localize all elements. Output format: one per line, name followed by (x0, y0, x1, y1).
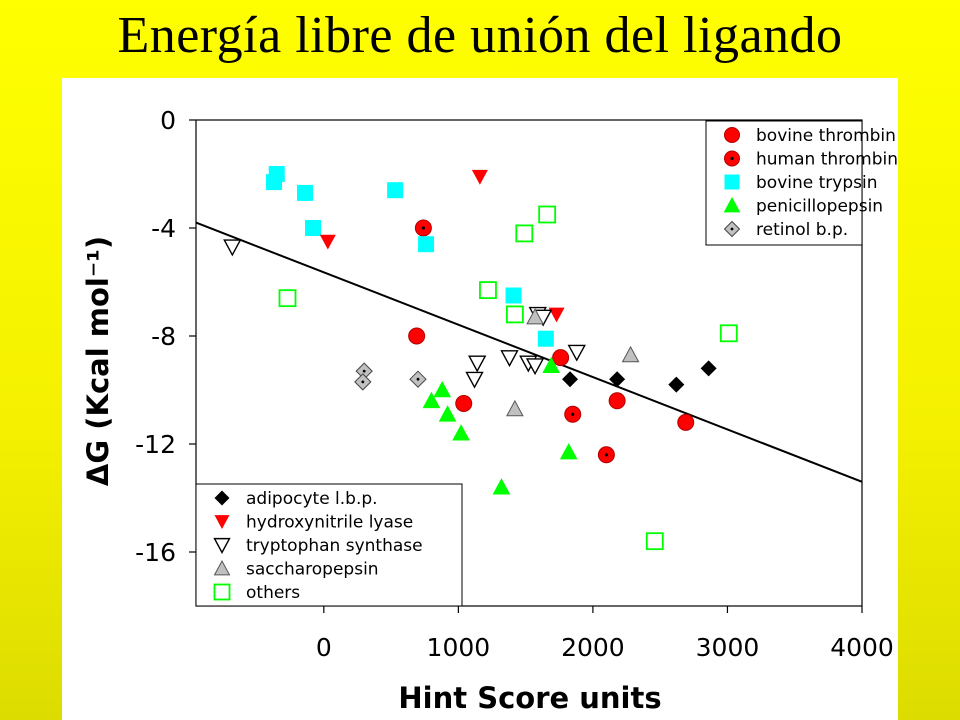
point-tryptophan-synthase (223, 239, 242, 257)
point-saccharopepsin (621, 345, 640, 363)
point-tryptophan-synthase (500, 350, 519, 368)
point-bovine-thrombin (608, 392, 626, 410)
point-tryptophan-synthase (567, 344, 586, 362)
y-tick-label: -16 (135, 538, 176, 567)
point-human-thrombin (564, 405, 582, 423)
point-retinol-b-p- (409, 370, 427, 388)
y-tick-label: -4 (151, 214, 176, 243)
point-adipocyte-l-b-p- (562, 371, 579, 388)
point-hydroxynitrile-lyase (471, 169, 488, 185)
point-human-thrombin (597, 446, 615, 464)
point-others (505, 305, 524, 324)
legend-marker (213, 583, 231, 601)
point-human-thrombin (414, 219, 432, 237)
point-penicillopepsin (542, 356, 561, 373)
scatter-chart: bovine thrombin human thrombin bovine tryp… (81, 106, 898, 715)
marker-dot (730, 156, 734, 161)
point-bovine-trypsin (537, 330, 554, 347)
point-penicillopepsin (492, 478, 511, 495)
legend-marker (724, 127, 740, 143)
marker-dot (421, 226, 425, 230)
x-tick-label: 0 (316, 633, 332, 662)
fit-line (195, 221, 863, 483)
point-penicillopepsin (559, 443, 578, 460)
legend-label: retinol b.p. (756, 220, 848, 240)
legend-marker (724, 174, 740, 190)
point-tryptophan-synthase (525, 358, 545, 376)
legend-label: adipocyte l.b.p. (246, 489, 378, 509)
legend-marker (723, 196, 741, 213)
point-penicillopepsin (433, 380, 452, 398)
slide-title: Energía libre de unión del ligando (117, 7, 843, 64)
legend-top-right: bovine thrombin human thrombin bovine tryp… (705, 120, 898, 246)
legend-frame (195, 483, 463, 607)
point-adipocyte-l-b-p- (668, 376, 685, 393)
marker-dot (362, 369, 366, 373)
legend-label: penicillopepsin (756, 197, 883, 217)
point-bovine-trypsin (505, 287, 522, 304)
legend-marker (214, 490, 230, 506)
legend-bottom-left: adipocyte l.b.p. hydroxynitrile lyase tryp… (195, 483, 463, 607)
point-adipocyte-l-b-p- (609, 371, 626, 388)
point-bovine-thrombin (677, 413, 695, 431)
legend-marker (724, 150, 740, 167)
marker-dot (361, 380, 365, 384)
point-penicillopepsin (438, 405, 457, 422)
legend-label: human thrombin (756, 150, 898, 170)
point-bovine-trypsin (387, 182, 404, 199)
point-saccharopepsin (526, 308, 544, 325)
y-tick-label: -8 (151, 322, 176, 351)
legend-label: bovine trypsin (756, 173, 877, 193)
point-bovine-trypsin (296, 184, 313, 201)
point-penicillopepsin (452, 424, 470, 441)
legend-marker (213, 537, 231, 554)
y-tick-label: 0 (160, 106, 176, 135)
point-others (719, 324, 738, 343)
point-bovine-thrombin (455, 395, 473, 412)
legend-marker (213, 559, 231, 576)
legend-label: tryptophan synthase (246, 536, 423, 556)
marker-dot (416, 377, 420, 381)
x-tick-label: 2000 (561, 633, 625, 662)
point-hydroxynitrile-lyase (319, 234, 336, 250)
point-tryptophan-synthase (465, 371, 484, 389)
point-saccharopepsin (506, 399, 524, 417)
x-tick-label: 4000 (830, 633, 894, 662)
x-axis-title: Hint Score units (398, 681, 661, 715)
legend-marker (214, 515, 230, 529)
point-hydroxynitrile-lyase (548, 307, 565, 323)
legend-label: saccharopepsin (246, 560, 379, 580)
point-bovine-trypsin (418, 236, 435, 253)
y-tick-label: -12 (135, 430, 176, 459)
point-retinol-b-p- (354, 373, 372, 391)
x-tick-label: 1000 (427, 633, 491, 662)
point-adipocyte-l-b-p- (700, 360, 717, 377)
marker-dot (571, 412, 575, 416)
legend-label: others (246, 583, 300, 603)
point-bovine-trypsin (266, 174, 283, 191)
point-bovine-thrombin (552, 349, 570, 367)
point-tryptophan-synthase (468, 355, 487, 373)
point-others (645, 532, 664, 551)
point-others (278, 289, 297, 308)
marker-dot (730, 227, 734, 231)
point-others (479, 281, 497, 300)
point-bovine-thrombin (408, 327, 426, 345)
legend-label: hydroxynitrile lyase (246, 513, 413, 533)
plot-frame (195, 119, 863, 607)
y-axis-title: ΔG (Kcal mol⁻¹) (81, 236, 115, 486)
point-others (515, 224, 534, 243)
marker-dot (604, 453, 608, 457)
chart-panel: bovine thrombin human thrombin bovine tryp… (62, 78, 898, 720)
x-tick-label: 3000 (696, 633, 760, 662)
legend-label: bovine thrombin (756, 126, 896, 146)
point-penicillopepsin (422, 391, 441, 409)
point-others (538, 205, 557, 224)
legend-marker (723, 220, 741, 238)
point-bovine-trypsin (305, 220, 322, 236)
